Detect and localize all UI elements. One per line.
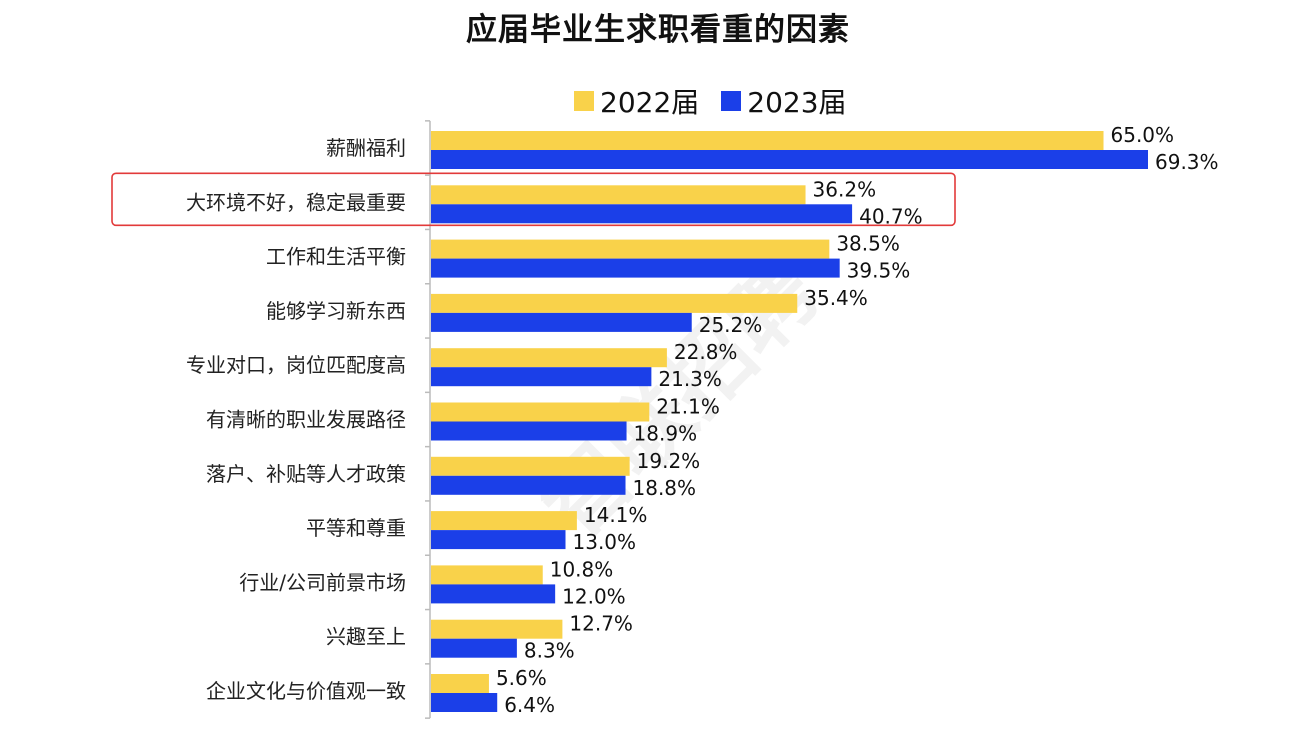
category-label: 兴趣至上 xyxy=(326,625,406,649)
bar-2022 xyxy=(431,402,650,422)
value-label-2023: 69.3% xyxy=(1155,150,1219,174)
category-label: 平等和尊重 xyxy=(306,516,406,540)
bar-2023 xyxy=(431,530,566,550)
value-label-2023: 13.0% xyxy=(573,530,637,554)
value-label-2022: 38.5% xyxy=(836,232,900,256)
category-label: 行业/公司前景市场 xyxy=(239,570,406,594)
value-label-2023: 18.8% xyxy=(633,476,697,500)
bar-2023 xyxy=(431,638,517,658)
chart-legend: 2022届 2023届 xyxy=(574,81,847,121)
value-label-2022: 21.1% xyxy=(656,395,720,419)
bar-2022 xyxy=(431,131,1104,150)
category-label: 大环境不好，稳定最重要 xyxy=(186,190,406,214)
category-label: 薪酬福利 xyxy=(326,136,406,160)
bar-2022 xyxy=(431,185,806,205)
value-label-2022: 36.2% xyxy=(813,177,877,201)
value-label-2023: 6.4% xyxy=(504,693,555,717)
bar-2023 xyxy=(431,258,840,278)
value-label-2022: 65.0% xyxy=(1111,123,1175,147)
bar-2023 xyxy=(431,421,627,441)
bar-2022 xyxy=(431,348,667,368)
value-label-2023: 40.7% xyxy=(859,204,923,228)
value-label-2023: 21.3% xyxy=(658,367,722,391)
legend-swatch-2022 xyxy=(574,91,594,111)
value-label-2022: 10.8% xyxy=(550,557,614,581)
value-label-2022: 19.2% xyxy=(637,449,701,473)
category-label: 工作和生活平衡 xyxy=(266,245,406,269)
category-label: 专业对口，岗位匹配度高 xyxy=(186,353,406,377)
legend-swatch-2023 xyxy=(721,91,742,111)
bar-2022 xyxy=(431,239,830,259)
legend-label-2023: 2023届 xyxy=(747,86,847,119)
legend-label-2022: 2022届 xyxy=(600,86,700,119)
bar-2022 xyxy=(431,293,798,313)
category-label: 能够学习新东西 xyxy=(266,299,406,323)
bar-2023 xyxy=(431,204,853,224)
value-label-2022: 14.1% xyxy=(584,503,648,527)
category-label: 企业文化与价值观一致 xyxy=(206,679,406,703)
bar-2022 xyxy=(431,511,577,531)
bar-2023 xyxy=(431,475,626,495)
category-label: 有清晰的职业发展路径 xyxy=(206,408,406,432)
bar-2022 xyxy=(431,565,543,585)
value-label-2022: 35.4% xyxy=(804,286,868,310)
bar-2022 xyxy=(431,456,630,476)
bar-2023 xyxy=(431,150,1148,169)
legend-item-2022: 2022届 xyxy=(574,81,699,121)
bar-2023 xyxy=(431,367,652,387)
value-label-2023: 25.2% xyxy=(699,313,763,337)
bar-2022 xyxy=(431,674,489,693)
bar-2023 xyxy=(431,584,556,604)
value-label-2023: 8.3% xyxy=(524,639,575,663)
bar-2022 xyxy=(431,619,563,639)
category-label: 落户、补贴等人才政策 xyxy=(206,462,406,486)
value-label-2022: 22.8% xyxy=(674,340,738,364)
chart-title: 应届毕业生求职看重的因素 xyxy=(466,12,850,48)
bar-2023 xyxy=(431,693,498,712)
bar-2023 xyxy=(431,312,692,332)
value-label-2023: 18.9% xyxy=(634,422,698,446)
value-label-2022: 5.6% xyxy=(496,666,547,690)
value-label-2023: 12.0% xyxy=(562,584,626,608)
legend-item-2023: 2023届 xyxy=(721,81,847,121)
highlight-box xyxy=(111,172,956,227)
value-label-2023: 39.5% xyxy=(847,259,911,283)
value-label-2022: 12.7% xyxy=(569,612,633,636)
